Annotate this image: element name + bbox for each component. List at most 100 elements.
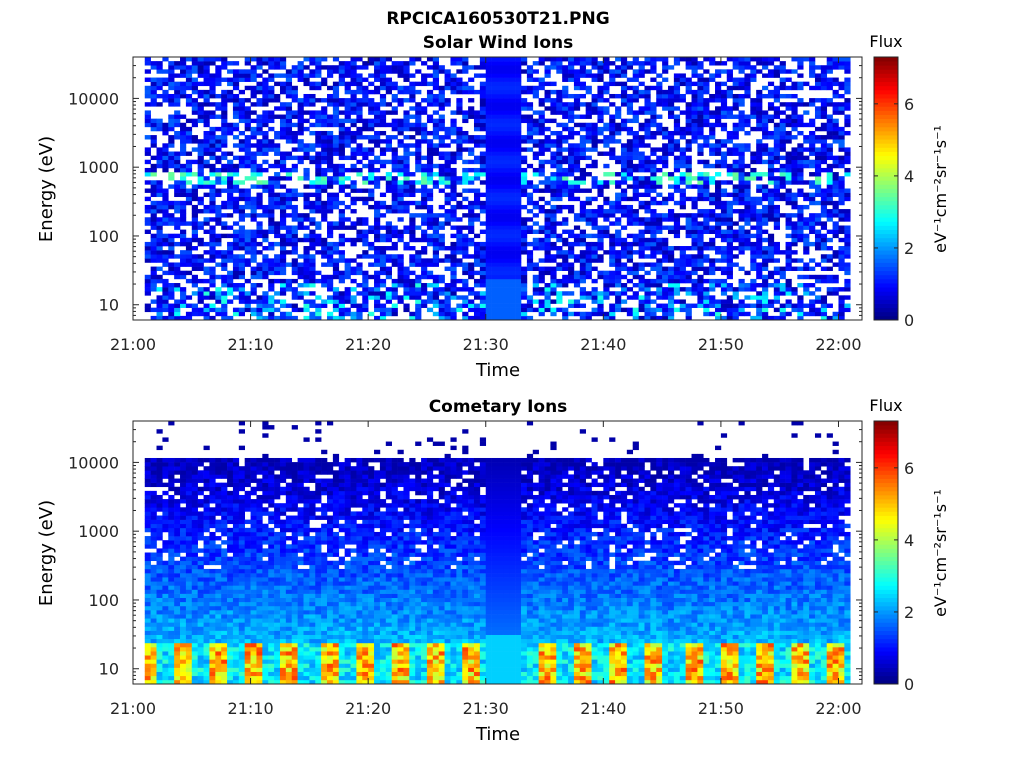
heatmap-cell <box>356 315 363 321</box>
heatmap-cell <box>526 262 534 267</box>
heatmap-cell <box>767 114 775 119</box>
heatmap-cell <box>550 311 557 317</box>
heatmap-cell <box>691 213 698 218</box>
heatmap-cell <box>485 217 492 222</box>
heatmap-cell <box>327 278 334 284</box>
heatmap-cell <box>544 81 551 87</box>
heatmap-cell <box>409 180 416 185</box>
heatmap-cell <box>521 135 528 140</box>
heatmap-cell <box>685 167 692 173</box>
heatmap-cell <box>644 200 651 206</box>
heatmap-cell <box>591 98 598 103</box>
heatmap-cell <box>791 163 798 169</box>
heatmap-cell <box>174 81 181 87</box>
heatmap-cell <box>697 196 704 202</box>
heatmap-cell <box>709 283 716 288</box>
heatmap-cell <box>256 311 263 317</box>
heatmap-cell <box>715 303 722 308</box>
heatmap-cell <box>609 172 616 177</box>
heatmap-cell <box>285 77 293 82</box>
heatmap-cell <box>379 192 387 198</box>
heatmap-cell <box>485 237 492 243</box>
heatmap-cell <box>456 225 463 230</box>
heatmap-cell <box>497 106 504 111</box>
heatmap-cell <box>462 270 469 276</box>
heatmap-cell <box>374 77 381 82</box>
heatmap-cell <box>426 151 434 156</box>
heatmap-cell <box>632 274 639 280</box>
heatmap-cell <box>291 233 298 239</box>
heatmap-cell <box>250 246 257 251</box>
heatmap-cell <box>426 295 434 300</box>
heatmap-cell <box>638 155 645 161</box>
heatmap-cell <box>632 118 639 124</box>
heatmap-cell <box>321 147 328 152</box>
heatmap-cell <box>379 237 387 243</box>
heatmap-cell <box>691 217 698 222</box>
heatmap-cell <box>515 250 522 255</box>
heatmap-cell <box>662 172 669 177</box>
heatmap-cell <box>579 270 586 276</box>
heatmap-cell <box>573 102 581 107</box>
heatmap-cell <box>562 65 569 70</box>
heatmap-cell <box>174 266 181 271</box>
heatmap-cell <box>556 57 563 62</box>
heatmap-cell <box>432 85 440 91</box>
heatmap-cell <box>385 246 392 251</box>
heatmap-cell <box>368 287 375 292</box>
heatmap-cell <box>562 126 569 132</box>
heatmap-cell <box>309 192 316 198</box>
heatmap-cell <box>532 283 539 288</box>
heatmap-cell <box>503 307 510 313</box>
heatmap-cell <box>691 110 698 115</box>
heatmap-cell <box>497 163 504 169</box>
heatmap-cell <box>156 241 163 247</box>
heatmap-cell <box>156 258 163 263</box>
heatmap-cell <box>809 180 816 185</box>
heatmap-cell <box>703 291 710 296</box>
heatmap-cell <box>262 114 269 119</box>
heatmap-cell <box>415 163 422 169</box>
heatmap-cell <box>632 213 639 218</box>
heatmap-cell <box>421 196 428 202</box>
heatmap-cell <box>597 114 604 119</box>
heatmap-cell <box>526 126 534 132</box>
heatmap-cell <box>715 163 722 169</box>
heatmap-cell <box>191 262 198 267</box>
heatmap-cell <box>291 246 298 251</box>
heatmap-cell <box>615 204 622 210</box>
heatmap-cell <box>191 122 198 128</box>
heatmap-cell <box>532 139 539 144</box>
heatmap-cell <box>762 85 769 91</box>
heatmap-cell <box>656 57 663 62</box>
heatmap-cell <box>762 311 769 317</box>
heatmap-cell <box>667 250 675 255</box>
heatmap-cell <box>562 188 569 193</box>
heatmap-cell <box>191 258 198 263</box>
heatmap-cell <box>285 196 293 202</box>
heatmap-cell <box>297 225 304 230</box>
heatmap-cell <box>168 221 175 226</box>
heatmap-cell <box>673 229 681 234</box>
heatmap-cell <box>415 167 422 173</box>
heatmap-cell <box>703 102 710 107</box>
heatmap-cell <box>503 262 510 267</box>
heatmap-cell <box>673 176 681 181</box>
heatmap-cell <box>667 291 675 296</box>
heatmap-cell <box>509 250 516 255</box>
heatmap-cell <box>456 295 463 300</box>
heatmap-cell <box>703 172 710 177</box>
heatmap-cell <box>432 102 440 107</box>
heatmap-cell <box>791 307 798 313</box>
heatmap-cell <box>521 114 528 119</box>
heatmap-cell <box>397 295 404 300</box>
heatmap-cell <box>515 237 522 243</box>
heatmap-cell <box>303 274 310 280</box>
heatmap-cell <box>667 139 675 144</box>
heatmap-cell <box>268 196 275 202</box>
heatmap-cell <box>191 65 198 70</box>
heatmap-cell <box>632 135 639 140</box>
heatmap-cell <box>485 311 492 317</box>
heatmap-cell <box>332 262 340 267</box>
heatmap-cell <box>374 89 381 95</box>
